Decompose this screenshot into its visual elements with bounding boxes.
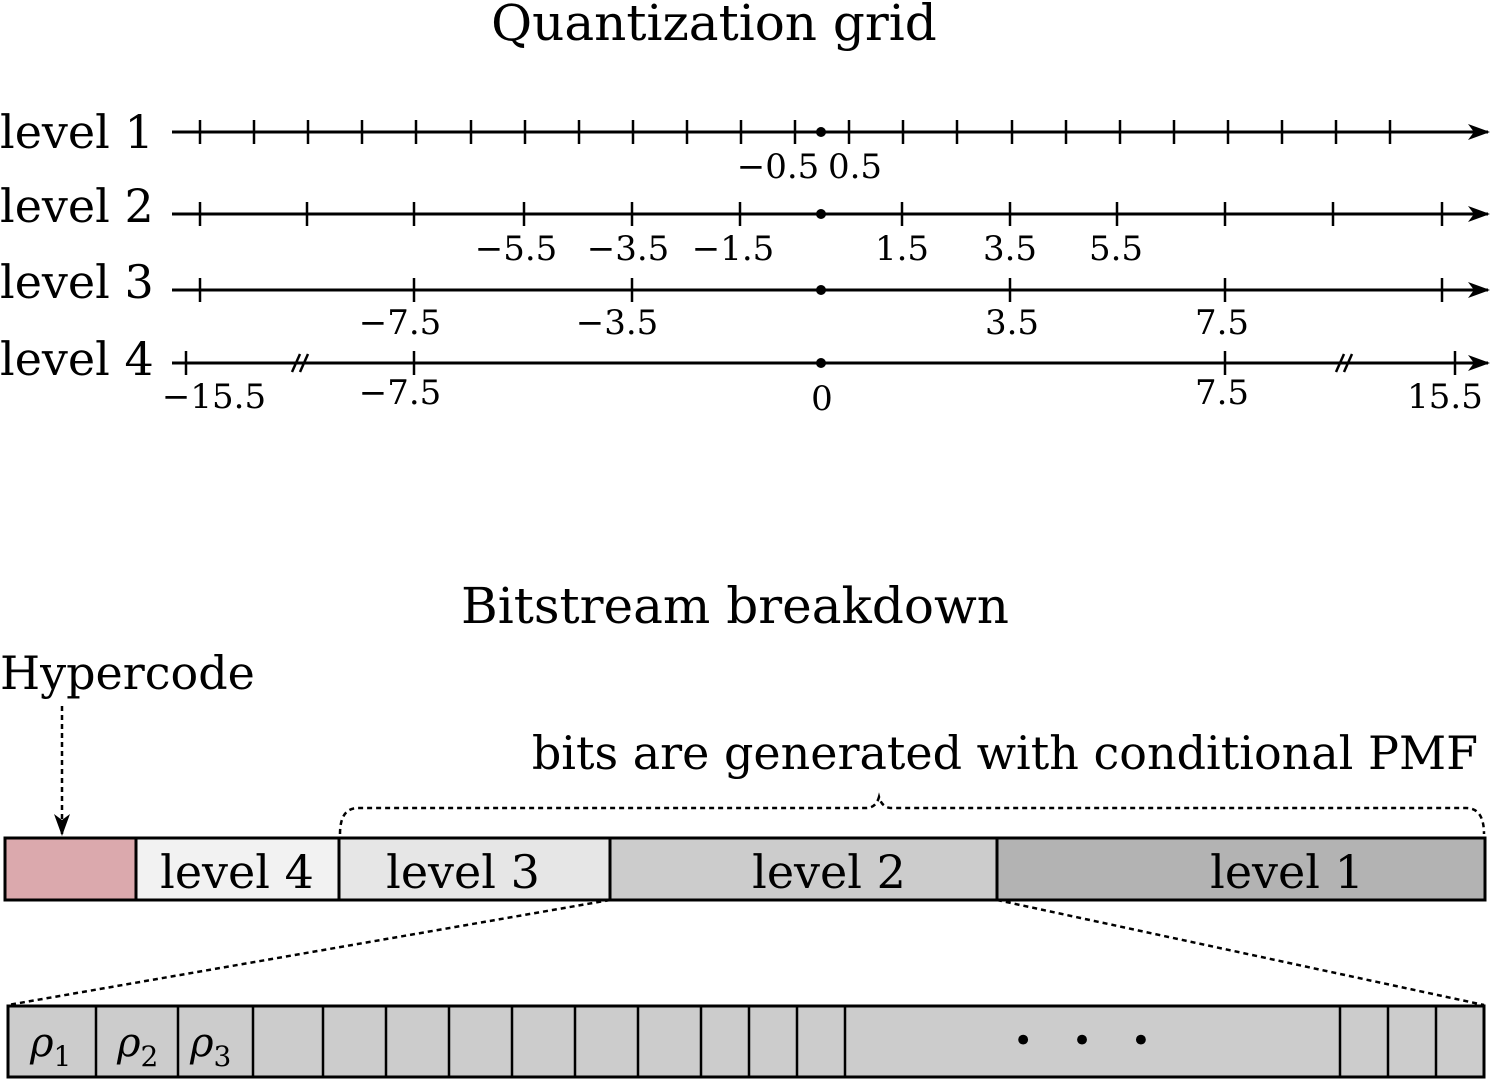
level-3-segment-label: level 3: [386, 845, 540, 899]
symbol-rho-3: ρ3: [189, 1020, 231, 1073]
symbol-rho-1: ρ1: [29, 1020, 71, 1073]
level-3-tick-label: 7.5: [1195, 303, 1249, 343]
ellipsis: • • •: [1013, 1021, 1165, 1061]
level-4-tick-label: −15.5: [162, 377, 266, 417]
level-1-ticks: [198, 120, 1392, 144]
hypercode-segment: [3, 836, 138, 902]
level-2-tick-label: −5.5: [475, 229, 558, 269]
brace: [338, 792, 1486, 835]
level-2-tick-label: 3.5: [983, 229, 1037, 269]
axis-break-right-icon: [1334, 353, 1354, 373]
level-1-label: level 1: [0, 105, 154, 159]
level-4-segment: [134, 836, 341, 902]
axis-break-left-icon: [290, 353, 310, 373]
level-2-label: level 2: [0, 179, 154, 233]
level-4-tick-label: 0: [811, 379, 833, 419]
level-2-tick-label: −1.5: [692, 229, 775, 269]
level-2-tick-label: 5.5: [1089, 229, 1143, 269]
level-2-ticks: [198, 202, 1444, 226]
level-2-origin-dot: [816, 209, 826, 219]
level-4-segment-label: level 4: [160, 845, 314, 899]
level-3-axis: level 3 −7.5 −3.5 3.5 7.5: [0, 255, 1490, 343]
level-4-tick-label: −7.5: [359, 373, 442, 413]
level-2-tick-label: 1.5: [875, 229, 929, 269]
level-3-tick-label: 3.5: [985, 303, 1039, 343]
zoom-line-left: [7, 898, 611, 1007]
hypercode-label: Hypercode: [0, 646, 255, 700]
level-3-ticks: [198, 278, 1444, 302]
level-2-axis: level 2 −5.5 −3.5 −1.5 1.5 3.5 5.5: [0, 179, 1490, 269]
level-1-axis: level 1 −0.5 0.5: [0, 105, 1490, 187]
level-3-label: level 3: [0, 255, 154, 309]
level-2-segment-label: level 2: [752, 845, 906, 899]
level-2-segment: [608, 836, 999, 902]
bitstream-breakdown: Bitstream breakdown Hypercode bits are g…: [0, 577, 1487, 1079]
level-4-label: level 4: [0, 332, 154, 386]
level-4-tick-label: 15.5: [1407, 377, 1483, 417]
level-3-segment: [337, 836, 612, 902]
level-4-ticks: [184, 351, 1457, 375]
level-4-origin-dot: [816, 358, 826, 368]
zoom-line-right: [996, 898, 1485, 1007]
level-4-axis: level 4 −15.5 −7.5 0 7.5 15.5: [0, 332, 1490, 419]
level-3-origin-dot: [816, 285, 826, 295]
symbol-rho-2: ρ2: [116, 1020, 158, 1073]
quantization-title: Quantization grid: [491, 0, 937, 52]
brace-label: bits are generated with conditional PMF: [532, 726, 1478, 780]
level-3-tick-label: −7.5: [359, 303, 442, 343]
level-1-origin-dot: [816, 127, 826, 137]
segment-bar: level 4 level 3 level 2 level 1: [3, 836, 1487, 902]
level-3-tick-label: −3.5: [576, 303, 659, 343]
level-1-tick-label: 0.5: [828, 147, 882, 187]
quantization-grid: Quantization grid level 1 −0.5 0.5 level…: [0, 0, 1490, 419]
level-4-tick-label: 7.5: [1195, 373, 1249, 413]
detail-bar: ρ1 ρ2 ρ3 • • •: [6, 1004, 1486, 1079]
detail-bar-dividers: [94, 1006, 1438, 1077]
level-1-tick-label: −0.5: [737, 147, 820, 187]
level-1-segment: [995, 836, 1487, 902]
bitstream-title: Bitstream breakdown: [461, 577, 1009, 635]
level-2-tick-label: −3.5: [587, 229, 670, 269]
level-1-segment-label: level 1: [1210, 845, 1364, 899]
